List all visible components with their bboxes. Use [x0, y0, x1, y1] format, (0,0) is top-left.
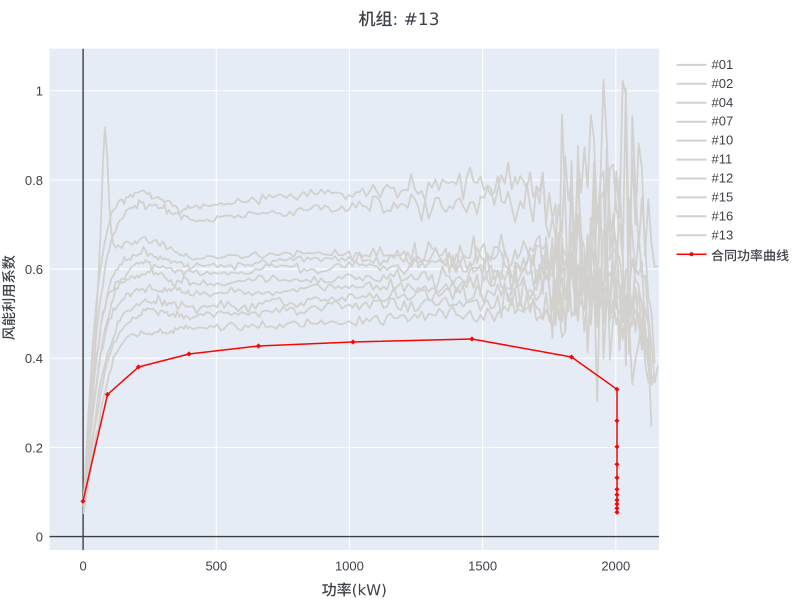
svg-text:1000: 1000 [335, 559, 364, 574]
svg-text:#12: #12 [712, 171, 734, 186]
svg-text:#10: #10 [712, 133, 734, 148]
svg-text:0.6: 0.6 [25, 262, 43, 277]
svg-text:#13: #13 [712, 227, 734, 242]
svg-text:0.8: 0.8 [25, 173, 43, 188]
svg-text:#01: #01 [712, 57, 734, 72]
svg-text:#02: #02 [712, 76, 734, 91]
svg-text:#07: #07 [712, 114, 734, 129]
svg-text:1500: 1500 [468, 559, 497, 574]
svg-text:#04: #04 [712, 95, 734, 110]
svg-text:#15: #15 [712, 189, 734, 204]
svg-text:0.4: 0.4 [25, 351, 43, 366]
svg-text:2000: 2000 [601, 559, 630, 574]
svg-text:0.2: 0.2 [25, 440, 43, 455]
svg-text:#16: #16 [712, 208, 734, 223]
svg-text:500: 500 [205, 559, 227, 574]
svg-text:0: 0 [36, 530, 43, 545]
svg-text:#11: #11 [712, 152, 733, 167]
svg-text:0: 0 [79, 559, 86, 574]
svg-text:1: 1 [36, 84, 43, 99]
